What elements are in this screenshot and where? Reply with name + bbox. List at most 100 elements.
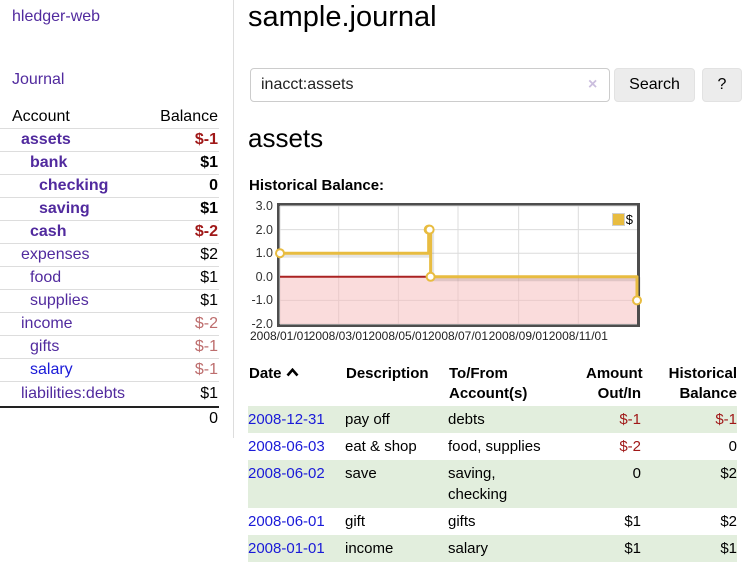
app-title-link[interactable]: hledger-web [12, 8, 101, 25]
transaction-accounts: debts [448, 411, 485, 428]
account-row: gifts $-1 [0, 336, 219, 359]
amount-col-header: Amount Out/In [585, 364, 643, 404]
account-row: saving $1 [0, 198, 219, 221]
account-balance: $1 [200, 154, 218, 171]
help-button[interactable]: ? [702, 68, 742, 102]
account-balance: $2 [200, 246, 218, 263]
account-link[interactable]: salary [30, 361, 73, 378]
balance-col-header-line1: Historical [668, 365, 737, 382]
x-axis-tick-label: 2008/01/01 [249, 329, 311, 343]
account-row: assets $-1 [0, 129, 219, 152]
account-link[interactable]: bank [30, 154, 68, 171]
account-row: supplies $1 [0, 290, 219, 313]
transaction-date-link[interactable]: 2008-01-01 [248, 540, 325, 557]
description-col-header: Description [346, 365, 429, 382]
transaction-description: eat & shop [345, 438, 417, 455]
account-row: food $1 [0, 267, 219, 290]
account-row: salary $-1 [0, 359, 219, 382]
account-link[interactable]: liabilities:debts [21, 385, 126, 402]
search-form: × Search ? [250, 68, 742, 102]
y-axis-tick-label: 3.0 [255, 199, 273, 213]
chart-plot-area: $ [275, 203, 642, 327]
transaction-accounts: saving, checking [448, 465, 508, 503]
transaction-balance: $1 [720, 540, 737, 557]
date-col-header[interactable]: Date [248, 364, 345, 404]
accounts-total-row: 0 [0, 406, 219, 430]
register-table: Date Description To/From Account(s) Amou… [248, 363, 737, 562]
legend-color-swatch [611, 213, 625, 226]
search-button[interactable]: Search [614, 68, 695, 102]
legend-label: $ [625, 212, 633, 227]
table-row: 2008-06-02 save saving, checking 0 $2 [248, 460, 737, 508]
register-table-header: Date Description To/From Account(s) Amou… [248, 363, 737, 406]
transaction-date-link[interactable]: 2008-12-31 [248, 411, 325, 428]
account-balance: $1 [200, 269, 218, 286]
transaction-amount: $-2 [619, 438, 641, 455]
transaction-date-link[interactable]: 2008-06-02 [248, 465, 325, 482]
account-col-header-line2: Account(s) [449, 385, 528, 402]
account-link[interactable]: saving [39, 200, 90, 217]
account-link[interactable]: assets [21, 131, 71, 148]
table-row: 2008-01-01 income salary $1 $1 [248, 535, 737, 562]
clear-search-icon[interactable]: × [588, 76, 598, 93]
transaction-accounts: gifts [448, 513, 476, 530]
account-row: income $-2 [0, 313, 219, 336]
accounts-table-header: Account Balance [0, 106, 219, 129]
transaction-balance: $-1 [715, 411, 737, 428]
sort-ascending-icon [286, 368, 298, 377]
accounts-col-header: Account [12, 108, 70, 125]
transaction-amount: $-1 [619, 411, 641, 428]
account-heading: assets [248, 123, 324, 153]
transaction-amount: $1 [624, 540, 641, 557]
x-axis-tick-label: 2008/07/01 [427, 329, 489, 343]
chart-legend: $ [611, 212, 633, 227]
accounts-table: Account Balance assets $-1 bank $1 checking 0… [0, 106, 219, 430]
account-balance: 0 [209, 177, 218, 194]
transaction-date-link[interactable]: 2008-06-01 [248, 513, 325, 530]
table-row: 2008-06-03 eat & shop food, supplies $-2 0 [248, 433, 737, 460]
account-balance: $-1 [194, 131, 218, 148]
date-col-header-label: Date [249, 365, 282, 382]
amount-col-header-line1: Amount [586, 365, 643, 382]
y-axis-tick-label: 2.0 [255, 222, 273, 237]
x-axis-tick-label: 2008/11/01 [548, 329, 608, 343]
chart-title: Historical Balance: [249, 177, 385, 194]
transaction-date-link[interactable]: 2008-06-03 [248, 438, 325, 455]
transaction-accounts: salary [448, 540, 489, 557]
amount-col-header-line2: Out/In [597, 385, 641, 402]
transaction-description: income [345, 540, 394, 557]
account-balance: $-2 [194, 223, 218, 240]
transaction-balance: 0 [728, 438, 737, 455]
y-axis-tick-label: 1.0 [255, 246, 273, 261]
table-row: 2008-06-01 gift gifts $1 $2 [248, 508, 737, 535]
account-link[interactable]: income [21, 315, 73, 332]
balance-col-header: Historical Balance [641, 364, 737, 404]
search-input[interactable] [250, 68, 610, 102]
account-balance: $-2 [194, 315, 218, 332]
historical-balance-chart: 3.0 2.0 1.0 0.0 -1.0 -2.0 $ 2008/01/01 2008/03… [248, 199, 742, 351]
sidebar-item-journal[interactable]: Journal [12, 71, 65, 88]
balance-col-header-line2: Balance [679, 385, 737, 402]
account-row: cash $-2 [0, 221, 219, 244]
x-axis-tick-label: 2008/03/01 [308, 329, 369, 343]
account-link[interactable]: checking [39, 177, 109, 194]
y-axis-tick-label: 0.0 [255, 269, 273, 284]
x-axis-tick-label: 2008/05/01 [368, 329, 429, 343]
transaction-balance: $2 [720, 465, 737, 482]
account-row: bank $1 [0, 152, 219, 175]
account-row: liabilities:debts $1 [0, 382, 219, 406]
transaction-description: gift [345, 513, 366, 530]
account-col-header-line1: To/From [449, 365, 508, 382]
account-link[interactable]: food [30, 269, 62, 286]
transaction-balance: $2 [720, 513, 737, 530]
transaction-amount: 0 [632, 465, 641, 482]
account-link[interactable]: cash [30, 223, 67, 240]
transaction-amount: $1 [624, 513, 641, 530]
account-balance: $-1 [194, 338, 218, 355]
account-link[interactable]: expenses [21, 246, 90, 263]
account-balance: $1 [200, 200, 218, 217]
account-link[interactable]: gifts [30, 338, 60, 355]
account-row: checking 0 [0, 175, 219, 198]
account-link[interactable]: supplies [30, 292, 89, 309]
transaction-description: pay off [345, 411, 390, 428]
